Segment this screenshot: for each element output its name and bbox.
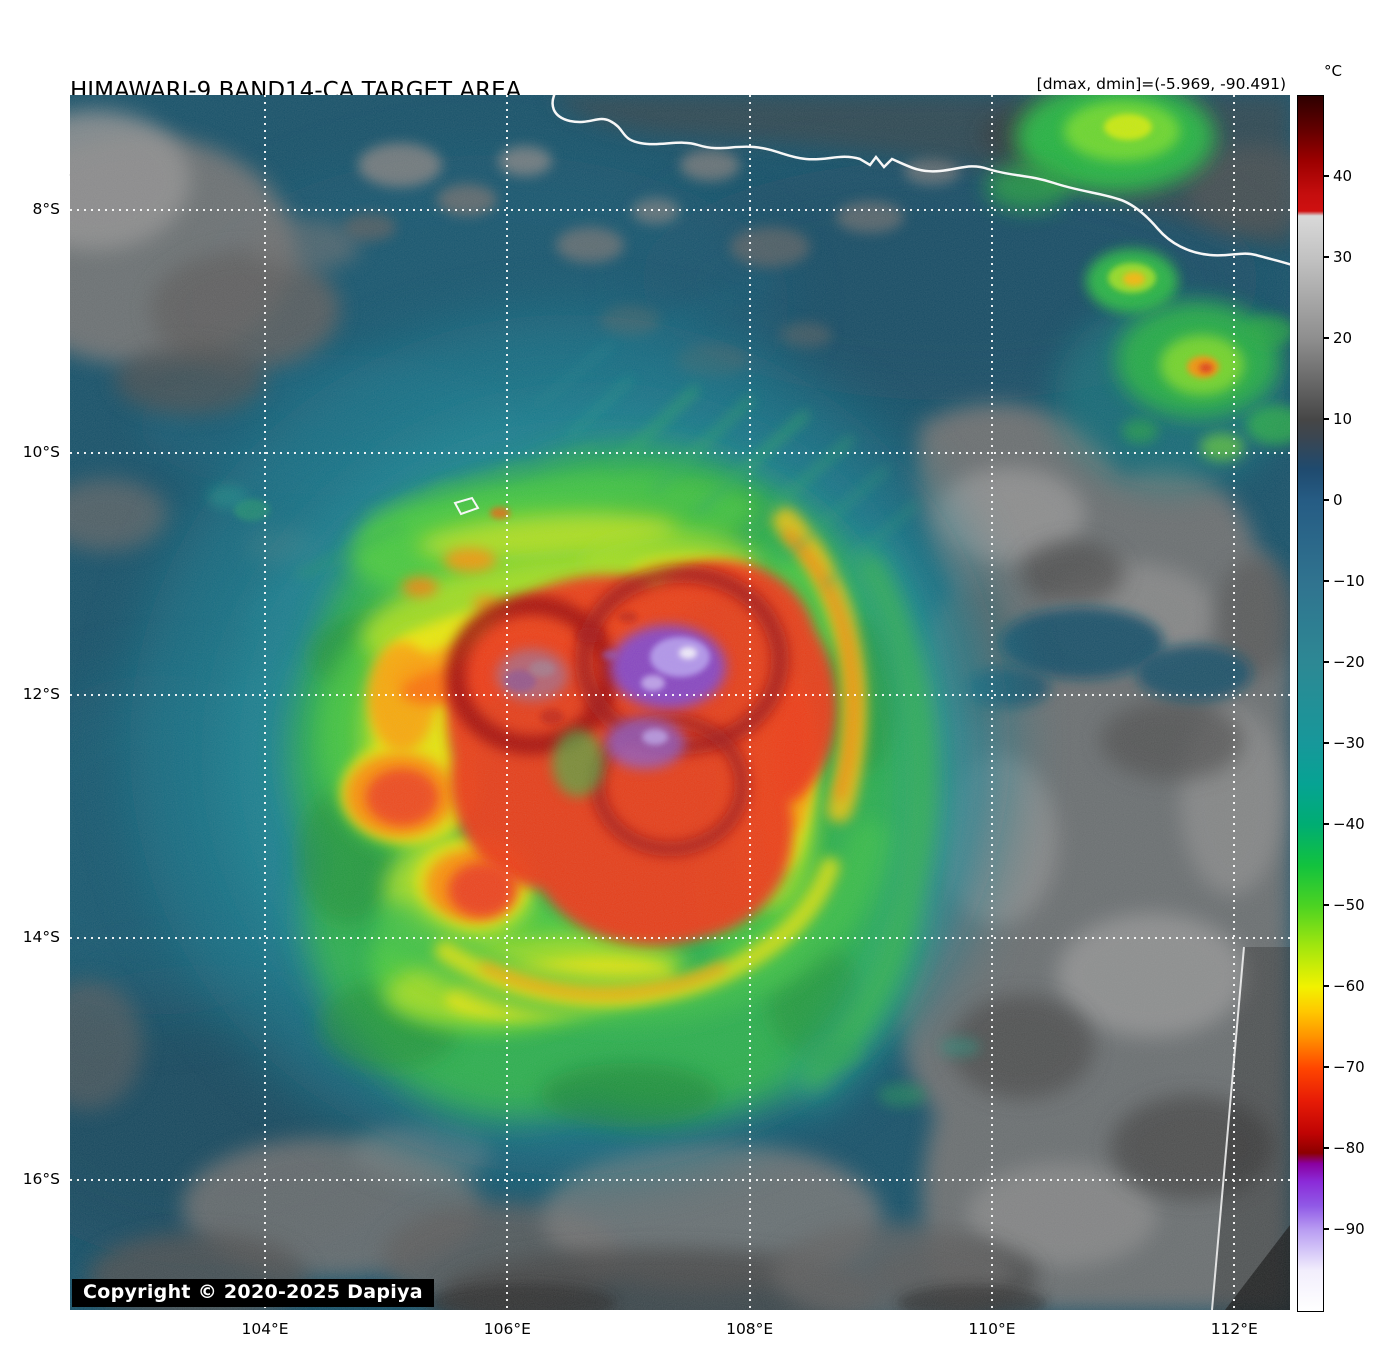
colorbar-unit-label: °C — [1324, 62, 1342, 80]
latitude-label: 10°S — [22, 442, 60, 461]
colorbar-tick — [1324, 175, 1329, 177]
latitude-label: 8°S — [32, 200, 60, 219]
longitude-label: 108°E — [726, 1320, 774, 1338]
longitude-label: 106°E — [483, 1320, 531, 1338]
colorbar-tick-label: 30 — [1333, 248, 1353, 266]
colorbar-tick — [1324, 742, 1329, 744]
colorbar-tick — [1324, 985, 1329, 987]
colorbar-tick — [1324, 904, 1329, 906]
colorbar-tick-label: −70 — [1333, 1058, 1365, 1076]
colorbar-tick-label: −60 — [1333, 977, 1365, 995]
longitude-label: 104°E — [241, 1320, 289, 1338]
colorbar-tick — [1324, 499, 1329, 501]
colorbar-tick-label: −20 — [1333, 653, 1365, 671]
colorbar-tick — [1324, 580, 1329, 582]
colorbar-tick-label: 10 — [1333, 410, 1353, 428]
colorbar-tick — [1324, 256, 1329, 258]
satellite-scene — [70, 95, 1290, 1310]
colorbar-tick — [1324, 1066, 1329, 1068]
colorbar-tick-label: −50 — [1333, 896, 1365, 914]
colorbar-tick-label: 40 — [1333, 167, 1353, 185]
longitude-label: 110°E — [968, 1320, 1016, 1338]
noise-overlay — [70, 95, 1290, 1310]
colorbar-tick-label: 0 — [1333, 491, 1343, 509]
latitude-label: 14°S — [22, 927, 60, 946]
copyright-badge: Copyright © 2020-2025 Dapiya — [72, 1279, 434, 1307]
colorbar-tick-label: 20 — [1333, 329, 1353, 347]
page-title: HIMAWARI-9 BAND14-CA TARGET AREA — [70, 78, 522, 104]
latitude-label: 12°S — [22, 685, 60, 704]
latitude-label: 16°S — [22, 1170, 60, 1189]
colorbar-tick — [1324, 823, 1329, 825]
colorbar-tick-label: −30 — [1333, 734, 1365, 752]
colorbar-tick-label: −90 — [1333, 1220, 1365, 1238]
colorbar-tick — [1324, 418, 1329, 420]
colorbar-tick — [1324, 1228, 1329, 1230]
longitude-label: 112°E — [1210, 1320, 1258, 1338]
colorbar-tick — [1324, 661, 1329, 663]
colorbar-tick — [1324, 337, 1329, 339]
colorbar-tick-label: −10 — [1333, 572, 1365, 590]
colorbar-tick-label: −40 — [1333, 815, 1365, 833]
dmax-dmin-readout: [dmax, dmin]=(-5.969, -90.491) — [1036, 75, 1286, 93]
colorbar-tick-label: −80 — [1333, 1139, 1365, 1157]
colorbar-tick — [1324, 1147, 1329, 1149]
colorbar — [1297, 95, 1324, 1312]
satellite-map-plot: Copyright © 2020-2025 Dapiya — [70, 95, 1290, 1310]
